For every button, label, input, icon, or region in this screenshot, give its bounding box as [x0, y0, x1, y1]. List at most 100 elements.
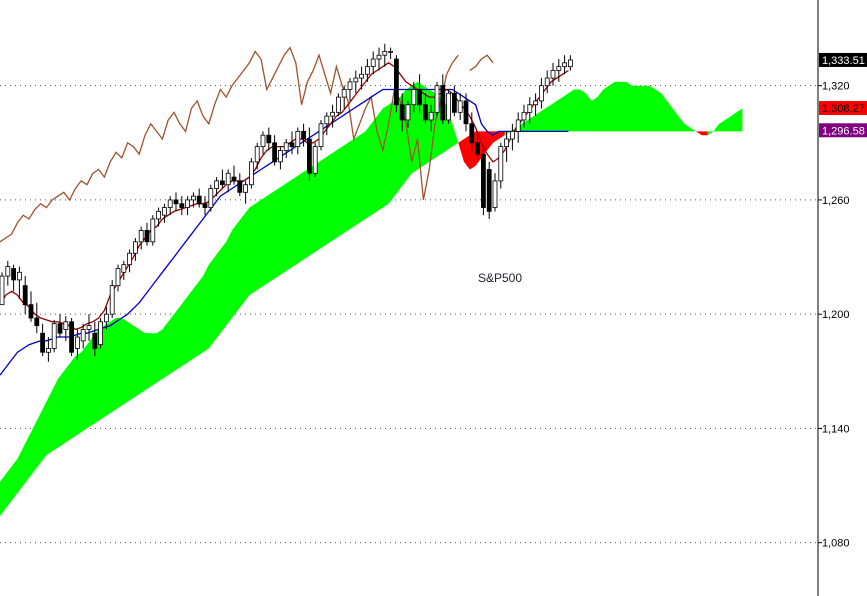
candle-body-up: [277, 150, 283, 163]
candle-body-up: [376, 54, 382, 60]
candle-body-down: [440, 85, 446, 121]
y-tick-label: 1,080: [822, 538, 850, 550]
lagging-span-line: [469, 54, 494, 72]
candle-body-down: [40, 332, 45, 353]
candle-body-up: [498, 146, 504, 182]
candle-body-up: [312, 146, 318, 174]
y-tick-label: 1,320: [822, 81, 850, 93]
candle-body-up: [115, 268, 121, 287]
candle-body-down: [28, 304, 34, 319]
candle-body-up: [411, 89, 417, 106]
candle-body-up: [243, 184, 249, 193]
last-value-badges: 1,333.51 1,308.27 1,296.58: [819, 52, 867, 138]
y-tick-label: 1,260: [822, 195, 850, 207]
candle-body-up: [138, 230, 144, 243]
candle-body-up: [388, 51, 394, 53]
candle-body-down: [202, 203, 208, 208]
last-value-badge: [819, 52, 867, 67]
candle-body-up: [353, 77, 359, 83]
candle-body-up: [16, 271, 22, 281]
candle-body-down: [399, 104, 405, 121]
candle-body-down: [92, 332, 98, 349]
candle-body-down: [196, 195, 202, 205]
candle-body-down: [393, 58, 399, 106]
candle-body-up: [150, 218, 156, 243]
candle-body-up: [104, 313, 109, 323]
candle-body-down: [469, 123, 475, 144]
candle-body-down: [179, 203, 185, 208]
candle-body-down: [451, 92, 457, 113]
candle-body-up: [539, 85, 544, 102]
candle-body-up: [335, 96, 341, 113]
candle-body-up: [428, 111, 434, 121]
cloud-bearish-area: [696, 131, 708, 136]
candle-body-up: [544, 77, 550, 87]
candle-body-up: [132, 241, 138, 254]
candle-body-up: [533, 100, 538, 106]
candle-body-down: [422, 104, 428, 121]
candle-body-down: [144, 230, 150, 243]
candle-body-up: [556, 66, 562, 71]
candle-body-up: [127, 252, 132, 266]
candle-body-up: [0, 275, 5, 306]
last-value-badge-label: 1,308.27: [822, 103, 865, 115]
candle-body-up: [283, 142, 289, 151]
candle-body-up: [405, 104, 411, 121]
candle-body-up: [359, 73, 365, 79]
candlesticks: [0, 43, 573, 362]
candle-body-up: [370, 58, 376, 68]
candle-body-up: [98, 321, 103, 346]
candle-body-down: [57, 323, 63, 334]
candle-body-down: [219, 180, 225, 186]
series-label: S&P500: [478, 271, 522, 285]
cloud-bullish-area: [504, 81, 696, 136]
candle-body-down: [266, 134, 272, 144]
candle-body-down: [475, 142, 481, 155]
candle-body-up: [341, 89, 347, 98]
last-value-badge-label: 1,333.51: [822, 55, 865, 67]
candle-body-down: [11, 268, 17, 281]
candle-body-up: [75, 336, 80, 349]
candle-body-up: [80, 329, 86, 342]
candle-body-up: [364, 66, 370, 75]
candle-body-up: [550, 70, 556, 79]
last-value-badge-label: 1,296.58: [822, 125, 865, 137]
candle-body-up: [504, 138, 510, 148]
candle-body-down: [463, 100, 469, 125]
candle-body-up: [295, 130, 301, 148]
candle-body-up: [434, 85, 440, 113]
candle-body-up: [214, 180, 220, 189]
candle-body-up: [63, 321, 69, 330]
candle-body-up: [382, 51, 388, 56]
last-value-badge: [819, 123, 867, 138]
y-tick-label: 1,200: [822, 309, 850, 321]
candle-body-down: [22, 285, 28, 306]
y-tick-label: 1,140: [822, 423, 850, 435]
candle-body-down: [69, 321, 74, 353]
candle-body-up: [527, 104, 533, 113]
candle-body-up: [156, 210, 162, 220]
candle-body-up: [347, 81, 353, 90]
candle-body-up: [51, 323, 57, 349]
candle-body-down: [272, 142, 278, 163]
candle-body-up: [254, 146, 260, 163]
candle-body-down: [34, 317, 40, 327]
candle-body-down: [480, 153, 486, 208]
candle-body-up: [185, 199, 191, 208]
candle-body-up: [457, 100, 463, 113]
candle-body-up: [121, 264, 127, 273]
candle-body-up: [248, 161, 254, 186]
candle-body-up: [509, 130, 515, 140]
candle-body-up: [492, 180, 498, 208]
candle-body-up: [446, 92, 452, 121]
candle-body-down: [306, 138, 312, 174]
candle-body-down: [289, 142, 295, 148]
candle-body-down: [417, 89, 423, 106]
candle-body-down: [237, 180, 243, 193]
cloud-bullish-area: [0, 81, 459, 517]
cloud-bullish-area: [707, 108, 743, 136]
candle-body-up: [167, 199, 173, 208]
candle-body-up: [324, 115, 330, 125]
candle-body-up: [260, 134, 266, 148]
